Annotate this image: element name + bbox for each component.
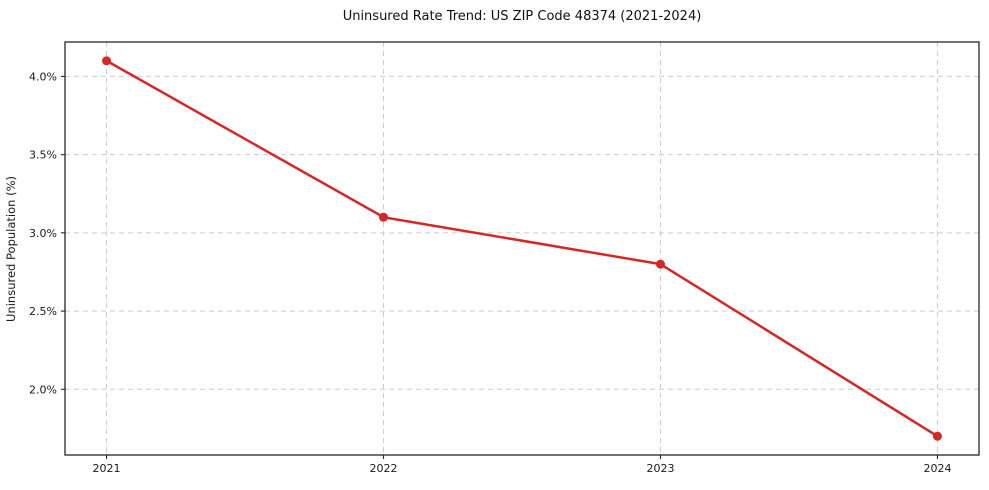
y-axis-label: Uninsured Population (%) — [4, 176, 18, 322]
plot-generated-layer: 2021 2022 2023 2024 2.0% 2.5% 3.0% 3.5% 4.0% — [29, 41, 980, 475]
data-point-marker — [932, 431, 942, 441]
data-point-marker — [379, 212, 389, 222]
y-tick-label: 3.5% — [29, 149, 57, 162]
data-point-marker — [102, 56, 112, 66]
y-tick-label: 2.0% — [29, 383, 57, 396]
chart-title: Uninsured Rate Trend: US ZIP Code 48374 … — [343, 9, 702, 24]
axes-spine — [64, 41, 980, 456]
x-tick-label: 2022 — [370, 462, 398, 475]
y-tick-label: 4.0% — [29, 70, 57, 83]
trend-line — [105, 59, 939, 438]
x-tick-label: 2024 — [923, 462, 951, 475]
y-tick-label: 3.0% — [29, 227, 57, 240]
x-tick-label: 2021 — [93, 462, 121, 475]
x-tick-label: 2023 — [646, 462, 674, 475]
y-tick-label: 2.5% — [29, 305, 57, 318]
data-point-marker — [655, 259, 665, 269]
